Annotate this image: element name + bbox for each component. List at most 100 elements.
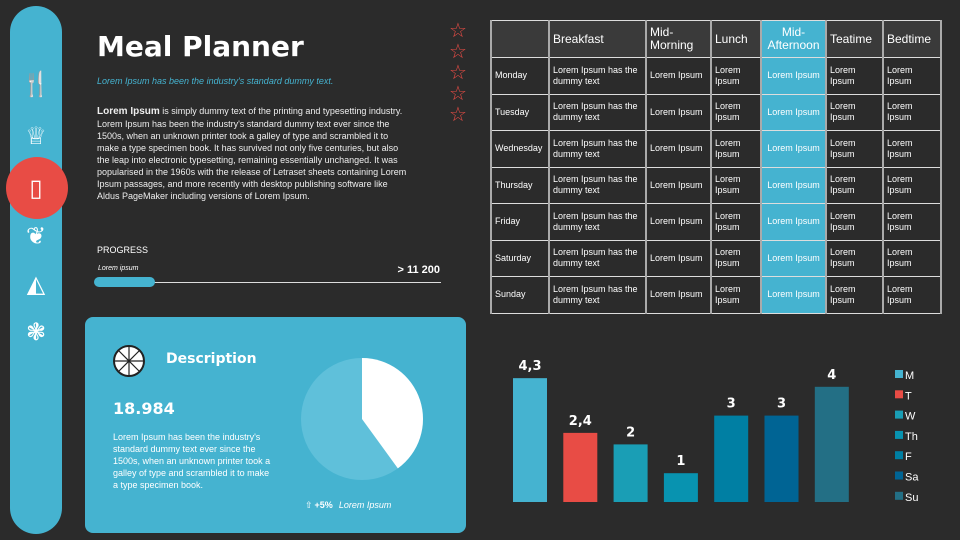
star-icon[interactable]: ☆ <box>449 41 467 63</box>
rating-stars[interactable]: ☆ ☆ ☆ ☆ ☆ <box>449 21 467 126</box>
subtitle: Lorem Ipsum has been the industry's stan… <box>97 76 334 86</box>
table-cell[interactable]: Lorem Ipsum <box>825 93 884 131</box>
hops-icon[interactable]: ❃ <box>25 319 47 346</box>
progress-sublabel: Lorem ipsum <box>98 265 139 272</box>
sidebar <box>10 6 62 534</box>
table-cell[interactable]: Lorem Ipsum <box>645 57 712 95</box>
legend-swatch <box>895 430 903 439</box>
table-cell[interactable]: Lorem Ipsum <box>760 276 827 314</box>
table-cell[interactable]: Lorem Ipsum <box>710 203 762 241</box>
bar-W <box>613 444 648 502</box>
table-cell[interactable]: Lorem Ipsum <box>760 130 827 168</box>
change-value: +5% <box>314 500 333 510</box>
progress-value: > 11 200 <box>397 264 440 276</box>
table-cell[interactable]: Lorem Ipsum has the dummy text <box>548 239 647 277</box>
column-header: Mid-Morning <box>645 20 712 58</box>
table-cell[interactable]: Lorem Ipsum <box>882 93 942 131</box>
table-cell[interactable]: Lorem Ipsum <box>645 166 712 204</box>
column-header <box>490 20 550 58</box>
table-cell[interactable]: Lorem Ipsum <box>882 166 942 204</box>
table-cell[interactable]: Lorem Ipsum <box>645 239 712 277</box>
legend-label: M <box>905 370 914 382</box>
pie-slice-highlight <box>362 358 423 469</box>
pie-chart <box>301 358 423 480</box>
chef-hat-icon[interactable]: ♕ <box>25 123 47 150</box>
row-day: Wednesday <box>490 130 550 168</box>
table-cell[interactable]: Lorem Ipsum <box>710 93 762 131</box>
row-day: Tuesday <box>490 93 550 131</box>
table-cell[interactable]: Lorem Ipsum <box>882 239 942 277</box>
legend-swatch <box>895 410 903 419</box>
table-cell[interactable]: Lorem Ipsum <box>825 276 884 314</box>
table-cell[interactable]: Lorem Ipsum <box>760 57 827 95</box>
row-day: Sunday <box>490 276 550 314</box>
table-cell[interactable]: Lorem Ipsum <box>760 239 827 277</box>
table-cell[interactable]: Lorem Ipsum <box>825 203 884 241</box>
legend-swatch <box>895 491 903 500</box>
table-cell[interactable]: Lorem Ipsum <box>645 203 712 241</box>
table-cell[interactable]: Lorem Ipsum has the dummy text <box>548 166 647 204</box>
card-text: Lorem Ipsum has been the industry's stan… <box>113 432 271 490</box>
table-cell[interactable]: Lorem Ipsum <box>710 276 762 314</box>
table-cell[interactable]: Lorem Ipsum <box>760 203 827 241</box>
table-cell[interactable]: Lorem Ipsum <box>710 57 762 95</box>
bar-label: 2,4 <box>569 414 592 429</box>
menu-dish-icon[interactable]: ▯ <box>29 175 43 202</box>
table-cell[interactable]: Lorem Ipsum <box>825 166 884 204</box>
table-cell[interactable]: Lorem Ipsum has the dummy text <box>548 57 647 95</box>
table-row: Sunday Lorem Ipsum has the dummy text Lore… <box>490 276 942 314</box>
table-row: Saturday Lorem Ipsum has the dummy text Lo… <box>490 239 942 277</box>
table-cell[interactable]: Lorem Ipsum <box>645 93 712 131</box>
table-cell[interactable]: Lorem Ipsum <box>760 166 827 204</box>
row-day: Friday <box>490 203 550 241</box>
bar-label: 4 <box>827 368 836 383</box>
change-label: Lorem Ipsum <box>338 500 392 510</box>
column-header: Bedtime <box>882 20 942 58</box>
table-cell[interactable]: Lorem Ipsum <box>882 276 942 314</box>
progress-track <box>95 282 441 283</box>
cake-icon[interactable]: ◭ <box>26 271 46 298</box>
leaf-icon[interactable]: ❦ <box>25 223 47 250</box>
table-cell[interactable]: Lorem Ipsum <box>882 130 942 168</box>
legend-label: W <box>905 411 916 423</box>
table-cell[interactable]: Lorem Ipsum <box>882 203 942 241</box>
star-icon[interactable]: ☆ <box>449 104 467 126</box>
column-header: Mid-Afternoon <box>760 20 827 58</box>
table-cell[interactable]: Lorem Ipsum <box>760 93 827 131</box>
column-header: Teatime <box>825 20 884 58</box>
table-cell[interactable]: Lorem Ipsum has the dummy text <box>548 276 647 314</box>
star-icon[interactable]: ☆ <box>449 62 467 84</box>
body-rest: is simply dummy text of the printing and… <box>97 106 407 201</box>
legend-swatch <box>895 471 903 480</box>
table-row: Tuesday Lorem Ipsum has the dummy text Lor… <box>490 93 942 131</box>
table-cell[interactable]: Lorem Ipsum <box>710 239 762 277</box>
legend-label: Sa <box>905 472 919 484</box>
progress-label: PROGRESS <box>97 245 149 255</box>
utensils-icon[interactable]: 🍴 <box>21 71 51 98</box>
body-text: Lorem Ipsum is simply dummy text of the … <box>97 105 407 202</box>
table-cell[interactable]: Lorem Ipsum <box>825 57 884 95</box>
table-cell[interactable]: Lorem Ipsum <box>882 57 942 95</box>
table-cell[interactable]: Lorem Ipsum <box>710 130 762 168</box>
table-cell[interactable]: Lorem Ipsum <box>825 239 884 277</box>
star-icon[interactable]: ☆ <box>449 20 467 42</box>
bar-label: 1 <box>676 454 685 469</box>
table-cell[interactable]: Lorem Ipsum has the dummy text <box>548 93 647 131</box>
sidebar-active-indicator <box>6 157 68 219</box>
bar-F <box>714 415 749 502</box>
bar-label: 3 <box>727 397 736 412</box>
lemon-slice-icon <box>113 345 145 377</box>
legend-label: Su <box>905 492 918 504</box>
table-cell[interactable]: Lorem Ipsum <box>825 130 884 168</box>
star-icon[interactable]: ☆ <box>449 83 467 105</box>
meal-table: Breakfast Mid-Morning Lunch Mid-Afternoon Te… <box>490 20 942 314</box>
card-title: Description <box>166 351 257 367</box>
table-cell[interactable]: Lorem Ipsum <box>710 166 762 204</box>
body-bold: Lorem Ipsum <box>97 106 160 117</box>
table-cell[interactable]: Lorem Ipsum has the dummy text <box>548 130 647 168</box>
table-cell[interactable]: Lorem Ipsum <box>645 130 712 168</box>
table-row: Monday Lorem Ipsum has the dummy text Lore… <box>490 57 942 95</box>
bar-label: 3 <box>777 397 786 412</box>
table-cell[interactable]: Lorem Ipsum has the dummy text <box>548 203 647 241</box>
table-cell[interactable]: Lorem Ipsum <box>645 276 712 314</box>
